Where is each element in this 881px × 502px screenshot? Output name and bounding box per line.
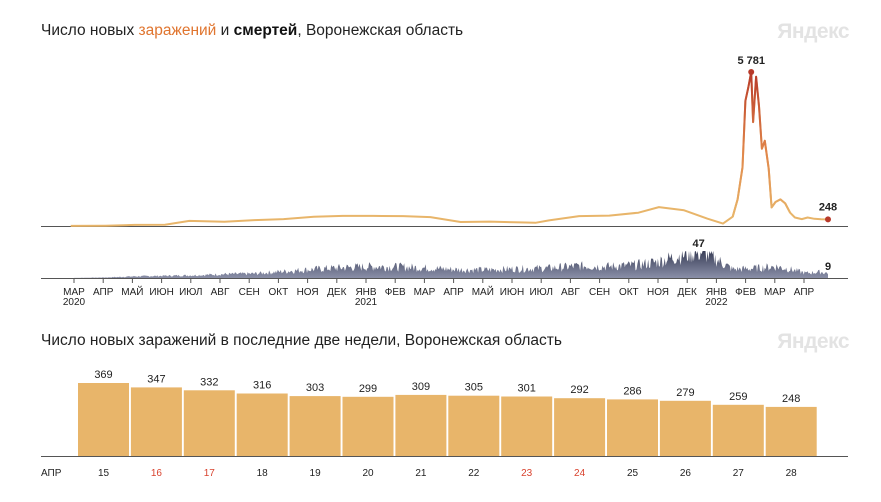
- bar: [130, 387, 182, 456]
- month-tick-label: ИЮЛ: [529, 287, 552, 298]
- bar-value-label: 303: [306, 382, 324, 394]
- bar-category-label: 24: [574, 468, 586, 479]
- deaths-peak-label: 47: [692, 238, 704, 250]
- bar: [659, 400, 711, 456]
- bar-category-label: 15: [98, 468, 110, 479]
- bar-category-label: 23: [521, 468, 533, 479]
- bar-value-label: 259: [729, 391, 747, 403]
- month-tick-label: ФЕВ: [385, 287, 406, 298]
- month-tick-label: ЯНВ: [706, 287, 727, 298]
- year-label: 2020: [63, 297, 86, 308]
- bar-value-label: 332: [200, 376, 218, 388]
- bar-value-label: 286: [623, 385, 641, 397]
- chart-title-cases-deaths: Число новых заражений и смертей, Воронеж…: [41, 22, 463, 40]
- bar: [448, 395, 500, 456]
- bar: [765, 406, 817, 456]
- cases-peak-point: [748, 69, 755, 75]
- title-middle: и: [216, 22, 234, 39]
- bar: [554, 398, 606, 456]
- bar-value-label: 347: [147, 373, 165, 385]
- bar: [183, 390, 235, 456]
- month-tick-label: ИЮН: [149, 287, 174, 298]
- month-tick-label: ФЕВ: [735, 287, 756, 298]
- bar-month-label: АПР: [41, 468, 62, 479]
- bar-category-label: 27: [733, 468, 745, 479]
- bar-category-label: 21: [415, 468, 427, 479]
- bar-value-label: 316: [253, 380, 271, 392]
- title-suffix: , Воронежская область: [297, 22, 464, 39]
- bar-value-label: 292: [570, 384, 588, 396]
- month-tick-label: МАЙ: [472, 285, 494, 298]
- bar-category-label: 20: [362, 468, 374, 479]
- title-deaths-word: смертей: [233, 22, 298, 39]
- month-tick-label: СЕН: [589, 287, 610, 298]
- bar-value-label: 309: [412, 381, 430, 393]
- bar: [501, 396, 553, 456]
- month-tick-label: АПР: [443, 287, 464, 298]
- bar-value-label: 299: [359, 383, 377, 395]
- bar: [289, 396, 341, 456]
- year-label: 2022: [705, 297, 728, 308]
- deaths-area: [70, 251, 828, 278]
- bar-value-label: 279: [676, 387, 694, 399]
- yandex-logo: Яндекс: [777, 20, 849, 43]
- month-tick-label: СЕН: [239, 287, 260, 298]
- cases-deaths-chart: 5 781 248 47 9 МАР АПР МАЙ ИЮН ИЮЛ АВГ СЕН ОКТ НОЯ ДЕ…: [41, 55, 848, 308]
- month-tick-label: АПР: [794, 287, 815, 298]
- month-tick-label: НОЯ: [297, 287, 319, 298]
- month-tick-label: МАР: [63, 287, 85, 298]
- cases-peak-line: [731, 71, 791, 217]
- year-label: 2021: [355, 297, 378, 308]
- deaths-last-label: 9: [825, 261, 831, 273]
- bar-category-label: 22: [468, 468, 480, 479]
- bar-value-label: 305: [465, 382, 483, 394]
- bar: [607, 399, 658, 456]
- month-tick-label: МАЙ: [121, 285, 143, 298]
- bar-category-label: 25: [627, 468, 639, 479]
- bar: [712, 404, 764, 456]
- cases-last-point: [825, 216, 831, 223]
- title-cases-word: заражений: [138, 22, 217, 39]
- month-tick-label: МАР: [764, 287, 786, 298]
- chart-title-two-weeks: Число новых заражений в последние две не…: [41, 332, 562, 349]
- month-tick-label: ОКТ: [619, 287, 639, 298]
- bar-category-label: 26: [680, 468, 692, 479]
- bar-category-label: 17: [204, 468, 216, 479]
- bar: [236, 393, 288, 456]
- month-tick-label: АВГ: [561, 287, 580, 298]
- bar-category-label: 19: [310, 468, 322, 479]
- month-tick-label: ИЮН: [500, 287, 525, 298]
- bar-category-label: 16: [151, 468, 163, 479]
- bar-category-label: 18: [257, 468, 269, 479]
- month-tick-label: ОКТ: [269, 287, 289, 298]
- month-tick-label: ЯНВ: [355, 287, 376, 298]
- bar-value-label: 301: [518, 383, 536, 395]
- month-tick-label: ДЕК: [678, 287, 697, 298]
- month-tick-label: АПР: [93, 287, 114, 298]
- bar: [78, 383, 129, 456]
- bar-category-label: 28: [786, 468, 798, 479]
- title-prefix: Число новых: [41, 22, 139, 39]
- month-tick-label: МАР: [414, 287, 436, 298]
- cases-peak-label: 5 781: [737, 55, 765, 67]
- bar-value-label: 369: [94, 369, 112, 381]
- bar: [395, 394, 447, 456]
- month-tick-label: НОЯ: [647, 287, 669, 298]
- bar-value-label: 248: [782, 393, 800, 405]
- cases-last-label: 248: [819, 201, 837, 213]
- bar: [342, 396, 394, 456]
- yandex-logo-2: Яндекс: [777, 330, 849, 353]
- month-tick-label: ИЮЛ: [179, 287, 202, 298]
- month-tick-label: ДЕК: [327, 287, 346, 298]
- month-tick-label: АВГ: [211, 287, 230, 298]
